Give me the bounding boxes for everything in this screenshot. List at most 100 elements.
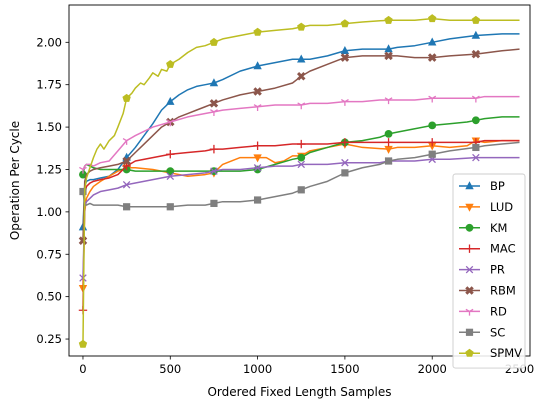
data-point-km — [428, 121, 437, 130]
y-tick-label: 1.75 — [36, 78, 62, 92]
y-tick-label: 1.00 — [36, 205, 62, 219]
data-point-bp — [471, 30, 481, 39]
data-point-sc — [79, 187, 87, 196]
data-point-lud — [384, 145, 393, 154]
data-point-spmv — [122, 93, 131, 102]
data-point-rd — [253, 104, 262, 111]
data-point-rd — [428, 95, 437, 103]
data-point-spmv — [166, 59, 175, 68]
y-tick-label: 0.25 — [36, 332, 62, 346]
data-point-spmv — [428, 14, 437, 23]
data-point-mac — [253, 141, 262, 150]
data-point-pr — [253, 164, 262, 172]
data-point-bp — [384, 44, 393, 53]
data-point-bp — [297, 54, 306, 63]
data-point-pr — [79, 274, 87, 282]
data-point-mac — [340, 138, 350, 147]
data-point-spmv — [78, 339, 88, 348]
legend-box — [452, 173, 526, 369]
data-point-rbm — [209, 99, 219, 108]
data-point-mac — [428, 138, 437, 147]
data-point-lud — [253, 154, 262, 163]
data-point-rbm — [471, 49, 481, 59]
legend-marker — [465, 181, 474, 190]
data-point-sc — [166, 203, 174, 211]
legend: BP LUD KM MAC PR RBM RD SC SPMV — [452, 173, 526, 369]
data-point-rd — [79, 166, 87, 174]
data-point-mac — [384, 138, 393, 147]
legend-label: KM — [490, 221, 507, 235]
data-point-sc — [341, 169, 349, 177]
legend-item-sc: SC — [459, 325, 505, 339]
legend-item-lud: LUD — [459, 200, 513, 214]
data-point-rbm — [122, 156, 131, 166]
data-point-rd — [166, 119, 175, 127]
data-point-rd — [297, 102, 306, 110]
series-spmv — [78, 14, 520, 348]
series-sc — [79, 141, 520, 211]
data-point-spmv — [340, 19, 350, 28]
legend-marker — [465, 308, 474, 316]
data-point-pr — [472, 153, 480, 162]
legend-label: LUD — [490, 200, 513, 214]
data-point-spmv — [253, 27, 262, 36]
x-tick-label: 2000 — [418, 362, 447, 376]
y-tick-label: 1.25 — [36, 162, 62, 176]
data-point-pr — [166, 172, 175, 181]
y-tick-label: 1.50 — [36, 120, 62, 134]
x-tick-label: 1500 — [330, 362, 359, 376]
legend-marker — [465, 265, 474, 274]
data-point-mac — [297, 139, 306, 149]
legend-label: SC — [490, 325, 505, 339]
data-point-rbm — [296, 71, 306, 81]
data-point-spmv — [471, 15, 481, 24]
data-point-km — [79, 170, 87, 179]
data-point-mac — [209, 144, 219, 154]
x-tick-label: 0 — [79, 362, 86, 376]
data-point-rd — [210, 109, 218, 117]
data-point-sc — [472, 143, 480, 152]
legend-label: SPMV — [490, 346, 522, 360]
data-point-rbm — [340, 53, 350, 62]
legend-item-bp: BP — [459, 179, 505, 193]
legend-item-spmv: SPMV — [459, 346, 522, 360]
data-point-km — [384, 129, 393, 138]
series-layer — [78, 14, 520, 348]
data-point-sc — [253, 196, 262, 204]
legend-item-rd: RD — [459, 304, 507, 318]
data-point-km — [253, 165, 262, 174]
plot-frame — [68, 4, 531, 357]
data-point-bp — [209, 78, 219, 87]
legend-marker — [465, 328, 474, 336]
series-mac — [78, 138, 520, 315]
data-point-pr — [297, 160, 306, 169]
y-tick-label: 0.75 — [36, 247, 62, 261]
data-point-pr — [122, 180, 131, 189]
data-point-spmv — [384, 15, 393, 24]
x-axis-label: Ordered Fixed Length Samples — [207, 385, 391, 399]
legend-item-km: KM — [459, 221, 507, 235]
x-axis: 0 500 1000 1500 2000 2500 — [79, 356, 534, 376]
series-rd — [79, 95, 520, 174]
legend-marker — [465, 223, 474, 232]
data-point-rbm — [253, 87, 262, 96]
data-point-km — [166, 167, 175, 176]
data-point-sc — [297, 186, 305, 194]
x-tick-label: 500 — [159, 362, 181, 376]
data-point-rbm — [427, 53, 437, 62]
data-point-bp — [166, 96, 175, 105]
legend-item-pr: PR — [459, 263, 505, 277]
data-point-pr — [341, 158, 349, 167]
x-tick-label: 1000 — [243, 362, 272, 376]
data-point-sc — [384, 157, 393, 165]
legend-marker — [465, 203, 474, 212]
legend-marker — [465, 348, 474, 357]
data-point-spmv — [209, 37, 219, 46]
legend-item-rbm: RBM — [459, 284, 516, 298]
data-point-rbm — [78, 236, 88, 245]
data-point-spmv — [297, 22, 306, 31]
data-point-rd — [471, 95, 480, 103]
legend-label: BP — [490, 179, 505, 193]
y-axis: 0.25 0.50 0.75 1.00 1.25 1.50 1.75 2.00 — [36, 35, 69, 346]
